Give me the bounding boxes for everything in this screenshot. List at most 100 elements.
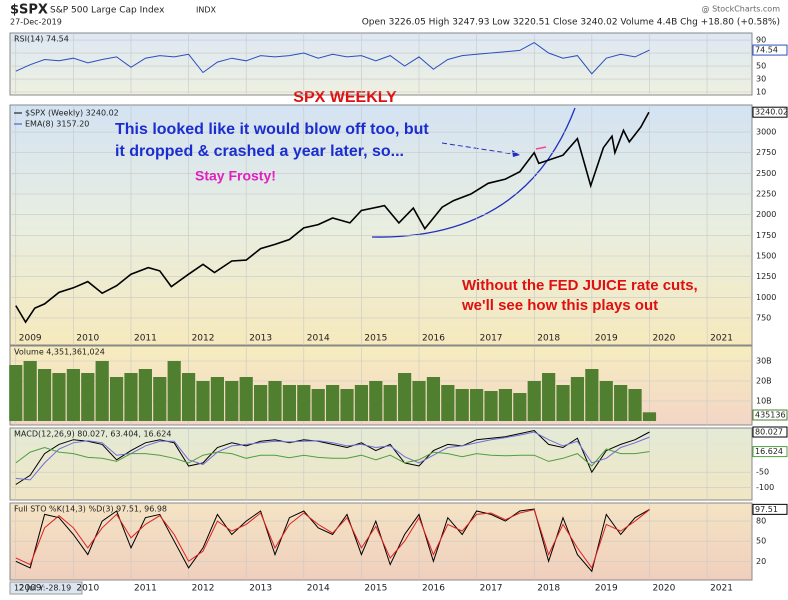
- x-tick-label: 2019: [595, 584, 618, 594]
- indicator-line: [15, 42, 650, 75]
- y-tick-label: 10: [756, 88, 766, 97]
- annotation: This looked like it would blow off too, …: [115, 121, 429, 138]
- volume-bar: [210, 377, 224, 421]
- volume-bar: [81, 373, 95, 421]
- x-tick-label: 2015: [364, 334, 387, 344]
- y-tick-label: 50: [756, 537, 766, 546]
- y-tick-label: 80: [756, 517, 766, 526]
- x-tick-label: 2017: [480, 334, 503, 344]
- x-tick-label: 2014: [307, 584, 330, 594]
- quote: Open 3226.05 High 3247.93 Low 3220.51 Cl…: [362, 18, 780, 28]
- macd-panel: [9, 427, 753, 501]
- x-tick-label: 2014: [307, 334, 330, 344]
- volume-bar: [239, 377, 253, 421]
- y-tick-label: 30: [756, 75, 766, 84]
- y-tick-label: 2500: [756, 169, 776, 178]
- volume-bar: [527, 381, 541, 421]
- cursor-label: 12 Jul Y:-28.19: [14, 584, 71, 593]
- value-box: [752, 446, 788, 458]
- x-tick-label: 2009: [19, 584, 42, 594]
- volume-bar: [326, 385, 340, 421]
- y-tick-label: 90: [756, 36, 766, 45]
- x-tick-label: 2010: [76, 334, 99, 344]
- volume-bar: [585, 369, 599, 421]
- volume-bar: [52, 373, 66, 421]
- x-tick-label: 2013: [249, 334, 272, 344]
- series-line: [15, 508, 650, 573]
- panel-title: MACD(12,26,9) 80.027, 63.404, 16.624: [14, 430, 171, 439]
- y-tick-label: 750: [756, 313, 771, 322]
- volume-bar: [282, 385, 296, 421]
- y-tick-label: 2750: [756, 148, 776, 157]
- x-tick-label: 2013: [249, 584, 272, 594]
- panel-title: Full STO %K(14,3) %D(3) 97.51, 96.98: [14, 505, 167, 514]
- series-line: [15, 509, 650, 569]
- x-tick-label: 2011: [134, 584, 157, 594]
- annotation: it dropped & crashed a year later, so...: [115, 143, 404, 160]
- value-box: [752, 503, 788, 515]
- volume-bar: [9, 365, 23, 421]
- volume-bar: [196, 381, 210, 421]
- volume-bar: [23, 361, 37, 421]
- volume-bar: [412, 381, 426, 421]
- x-tick-label: 2018: [537, 584, 560, 594]
- marker: [535, 146, 547, 150]
- price-panel: [9, 104, 753, 346]
- x-tick-label: 2010: [76, 584, 99, 594]
- volume-bar: [66, 369, 80, 421]
- x-tick-label: 2021: [710, 584, 733, 594]
- annotation: Without the FED JUICE rate cuts,: [462, 277, 698, 294]
- volume-bar: [37, 369, 52, 421]
- x-tick-label: 2011: [134, 334, 157, 344]
- value-box-label: 16.624: [755, 447, 783, 456]
- y-tick-label: 3000: [756, 128, 776, 137]
- volume-bar: [354, 385, 369, 421]
- value-box-label: 80.027: [755, 428, 783, 437]
- volume-bar: [369, 381, 383, 421]
- y-tick-label: 1250: [756, 272, 776, 281]
- volume-bar: [153, 377, 167, 421]
- volume-bar: [340, 389, 354, 421]
- annotation: Stay Frosty!: [195, 168, 276, 184]
- arrow-head: [512, 150, 520, 157]
- series-line: [15, 431, 650, 481]
- value-box: [752, 106, 788, 118]
- volume-bar: [95, 361, 109, 421]
- volume-bar: [614, 385, 628, 421]
- volume-bar: [124, 373, 138, 421]
- y-tick-label: 20B: [756, 377, 772, 386]
- x-tick-label: 2012: [192, 334, 215, 344]
- value-box: [752, 409, 788, 421]
- value-box-label: 435136: [755, 411, 786, 420]
- volume-bar: [167, 361, 181, 421]
- volume-bar: [628, 389, 642, 421]
- y-tick-label: 2000: [756, 210, 776, 219]
- date: 27-Dec-2019: [10, 18, 62, 27]
- volume-bar: [311, 389, 325, 421]
- x-tick-label: 2016: [422, 584, 445, 594]
- y-tick-label: 10B: [756, 397, 772, 406]
- value-box: [752, 426, 788, 438]
- legend-label: $SPX (Weekly) 3240.02: [25, 109, 119, 118]
- x-tick-label: 2017: [480, 584, 503, 594]
- panel-title: Volume 4,351,361,024: [14, 348, 105, 357]
- volume-bar: [225, 381, 239, 421]
- volume-bar: [181, 373, 196, 421]
- y-tick-label: -50: [756, 468, 769, 477]
- y-tick-label: 20: [756, 557, 766, 566]
- x-tick-label: 2018: [537, 334, 560, 344]
- volume-bar: [455, 389, 469, 421]
- source: @ StockCharts.com: [702, 5, 781, 14]
- volume-bar: [470, 389, 484, 421]
- y-tick-label: 1500: [756, 251, 776, 260]
- volume-bar: [254, 385, 268, 421]
- volume-bar: [383, 385, 397, 421]
- value-box: [752, 44, 788, 56]
- x-tick-label: 2016: [422, 334, 445, 344]
- cursor-box: [9, 581, 83, 595]
- volume-bar: [138, 369, 152, 421]
- security-name: S&P 500 Large Cap Index: [50, 6, 165, 16]
- volume-bar: [542, 373, 556, 421]
- volume-bar: [556, 385, 570, 421]
